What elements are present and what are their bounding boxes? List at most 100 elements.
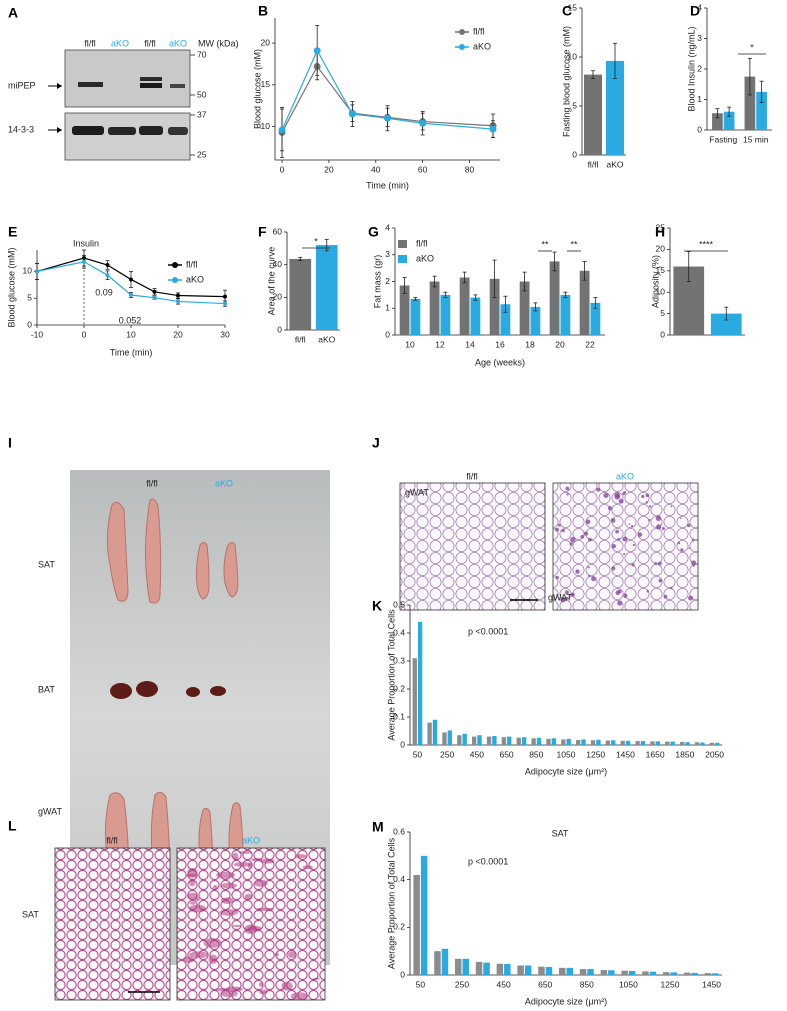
blotch xyxy=(615,529,619,534)
blotch xyxy=(220,990,238,998)
y-tick-label: 20 xyxy=(273,292,283,302)
blotch xyxy=(189,878,196,887)
x-axis-label: Time (min) xyxy=(110,347,153,357)
bar xyxy=(504,964,511,975)
blotch xyxy=(645,501,648,504)
bar xyxy=(663,972,670,975)
x-tick-label: aKO xyxy=(318,334,335,344)
y-tick-label: 10 xyxy=(261,121,271,131)
panel-letter: L xyxy=(8,818,17,834)
band xyxy=(108,127,136,135)
bar xyxy=(442,732,447,745)
y-axis-label: Area of the curve xyxy=(266,247,276,316)
bar xyxy=(524,965,532,975)
blotch xyxy=(692,564,695,567)
blotch xyxy=(587,566,590,569)
x-tick-label: Fasting xyxy=(709,134,737,144)
legend-label: aKO xyxy=(186,274,204,284)
blotch xyxy=(232,924,242,928)
blotch xyxy=(216,871,235,879)
point xyxy=(348,110,356,118)
blotch xyxy=(564,590,569,595)
legend-swatch xyxy=(398,255,407,263)
bar xyxy=(628,970,636,975)
annotation: * xyxy=(750,42,754,52)
blotch xyxy=(688,595,694,601)
legend-label: fl/fl xyxy=(473,26,485,36)
blotch xyxy=(561,528,565,533)
blotch xyxy=(617,537,620,541)
x-tick-label: 40 xyxy=(371,164,381,174)
bar xyxy=(410,298,421,335)
x-axis-label: Age (weeks) xyxy=(475,357,525,367)
blotch xyxy=(648,505,652,508)
y-axis-label: Fat mass (gr) xyxy=(372,255,382,309)
bar xyxy=(723,111,735,130)
bar xyxy=(545,966,553,975)
bar xyxy=(744,76,756,130)
point xyxy=(384,114,391,122)
tissue-label: BAT xyxy=(38,684,55,694)
blotch xyxy=(212,884,218,890)
x-tick-label: 2050 xyxy=(705,749,724,759)
y-tick-label: 0 xyxy=(697,124,702,134)
bar xyxy=(486,736,492,745)
annotation: p <0.0001 xyxy=(468,856,508,866)
blotch xyxy=(187,867,198,878)
bar xyxy=(492,736,497,745)
bar xyxy=(470,297,481,335)
annotation: 0.052 xyxy=(119,315,142,325)
legend-swatch xyxy=(398,240,407,248)
group-label: aKO xyxy=(215,478,233,488)
chart-title: gWAT xyxy=(548,592,573,602)
band-label: 14-3-3 xyxy=(8,124,34,134)
bar xyxy=(649,971,657,975)
x-axis-label: Adipocyte size (μm²) xyxy=(525,766,607,776)
band xyxy=(78,82,103,87)
x-tick-label: 0 xyxy=(280,164,285,174)
y-tick-label: 0 xyxy=(572,149,577,159)
bar xyxy=(625,740,631,745)
blotch xyxy=(656,524,662,530)
y-tick-label: 60 xyxy=(273,226,283,236)
y-tick-label: 1 xyxy=(385,303,390,313)
panel-letter: H xyxy=(655,224,665,240)
point xyxy=(223,301,227,306)
blotch xyxy=(687,523,691,527)
blotch xyxy=(583,531,589,536)
bar xyxy=(462,733,467,745)
blotch xyxy=(244,893,253,900)
blotch xyxy=(646,589,650,593)
blot-upper xyxy=(64,49,191,108)
bar xyxy=(501,737,507,745)
blotch xyxy=(244,924,257,934)
bar xyxy=(635,741,640,745)
bar xyxy=(440,294,451,335)
x-tick-label: 80 xyxy=(465,164,475,174)
y-tick-label: 0 xyxy=(277,324,282,334)
point xyxy=(176,299,180,304)
panel-letter: E xyxy=(8,224,17,240)
bar xyxy=(530,306,541,335)
bar xyxy=(434,951,441,975)
blotch xyxy=(623,593,628,598)
panel-letter: F xyxy=(258,224,267,240)
bar xyxy=(691,972,698,975)
blotch xyxy=(555,527,559,532)
x-tick-label: 1050 xyxy=(557,749,576,759)
blotch xyxy=(247,862,252,869)
annotation: **** xyxy=(699,239,714,249)
y-tick-label: 0.5 xyxy=(393,599,405,609)
x-tick-label: 1850 xyxy=(675,749,694,759)
bar xyxy=(417,621,423,745)
bar xyxy=(715,742,720,745)
x-tick-label: 16 xyxy=(495,339,505,349)
blotch xyxy=(623,552,626,555)
x-tick-label: 250 xyxy=(455,979,469,989)
blotch xyxy=(691,560,697,566)
bar xyxy=(429,281,440,335)
y-axis-label: Average Proportion of Total Cells xyxy=(386,837,396,969)
y-tick-label: 25 xyxy=(656,222,666,232)
y-tick-label: 10 xyxy=(656,286,666,296)
bar xyxy=(709,742,715,745)
